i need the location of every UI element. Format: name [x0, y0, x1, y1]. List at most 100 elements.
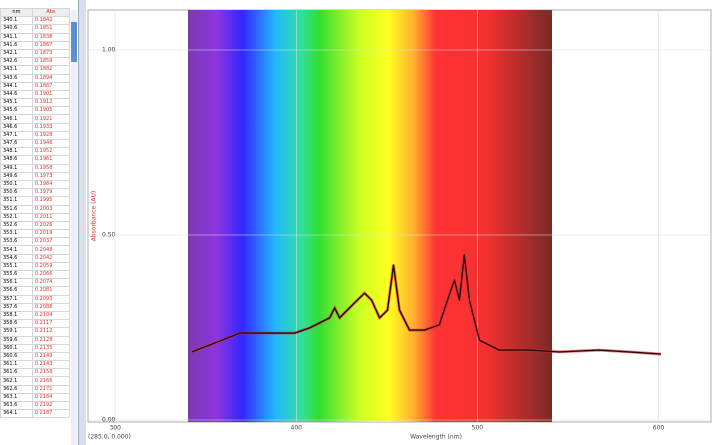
- column-header[interactable]: Abs: [31, 7, 71, 18]
- table-row[interactable]: 364.1 0.2187: [0, 409, 71, 419]
- wavelength-cell: 359.1: [0, 327, 33, 337]
- table-row[interactable]: 341.1 0.1838: [0, 32, 71, 42]
- wavelength-cell: 342.6: [0, 57, 33, 67]
- series-line: [191, 254, 662, 355]
- table-row[interactable]: 348.6 0.1961: [0, 155, 71, 165]
- value-cell: 0.1912: [31, 98, 71, 108]
- table-row[interactable]: 340.1 0.1842: [0, 16, 71, 26]
- table-row[interactable]: 344.6 0.1901: [0, 89, 71, 100]
- table-row[interactable]: 350.6 0.1979: [0, 188, 71, 198]
- value-cell: 0.2019: [31, 229, 71, 239]
- table-row[interactable]: 358.1 0.2104: [0, 310, 71, 321]
- table-row[interactable]: 355.6 0.2066: [0, 269, 71, 280]
- table-row[interactable]: 345.1 0.1912: [0, 98, 71, 108]
- table-row[interactable]: 360.1 0.2135: [0, 343, 71, 353]
- x-tick-label: 500: [472, 425, 484, 432]
- table-row[interactable]: 357.1 0.2093: [0, 294, 71, 304]
- table-row[interactable]: 352.1 0.2011: [0, 212, 71, 222]
- table-row[interactable]: 345.6 0.1905: [0, 106, 71, 116]
- table-row[interactable]: 356.1 0.2074: [0, 278, 71, 288]
- wavelength-cell: 348.6: [0, 155, 33, 165]
- scrollbar[interactable]: [71, 10, 77, 445]
- table-row[interactable]: 350.1 0.1984: [0, 179, 71, 190]
- chart: Wavelength (nm) Absorbance (AU) (285.0, …: [87, 9, 712, 441]
- wavelength-cell: 348.1: [0, 147, 33, 157]
- x-tick-label: 300: [109, 425, 121, 432]
- table-row[interactable]: 347.1 0.1928: [0, 130, 71, 141]
- table-row[interactable]: 356.6 0.2081: [0, 286, 71, 296]
- wavelength-cell: 344.1: [0, 81, 33, 91]
- value-cell: 0.2166: [31, 376, 71, 386]
- value-cell: 0.2066: [31, 269, 71, 280]
- spectrum-band: [188, 10, 552, 422]
- value-cell: 0.2011: [31, 212, 71, 222]
- table-row[interactable]: 363.6 0.2192: [0, 400, 71, 411]
- value-cell: 0.2042: [31, 253, 71, 263]
- table-row[interactable]: 357.6 0.2088: [0, 302, 71, 312]
- table-row[interactable]: 362.1 0.2166: [0, 376, 71, 386]
- column-header[interactable]: nm: [0, 7, 33, 18]
- table-row[interactable]: 358.6 0.2117: [0, 319, 71, 329]
- table-row[interactable]: 343.1 0.1882: [0, 65, 71, 75]
- value-cell: 0.1921: [31, 114, 71, 124]
- table-row[interactable]: 344.1 0.1887: [0, 81, 71, 91]
- table-row[interactable]: 342.1 0.1873: [0, 48, 71, 59]
- table-row[interactable]: 351.6 0.2003: [0, 204, 71, 214]
- value-cell: 0.2003: [31, 204, 71, 214]
- table-row[interactable]: 342.6 0.1859: [0, 57, 71, 67]
- table-row[interactable]: 341.6 0.1867: [0, 40, 71, 50]
- table-row[interactable]: 351.1 0.1995: [0, 196, 71, 206]
- value-cell: 0.2158: [31, 368, 71, 378]
- table-row[interactable]: 361.1 0.2143: [0, 360, 71, 370]
- x-tick-label: 600: [653, 425, 665, 432]
- value-cell: 0.2143: [31, 360, 71, 370]
- table-row[interactable]: 363.1 0.2184: [0, 392, 71, 403]
- value-cell: 0.1838: [31, 32, 71, 42]
- value-cell: 0.1933: [31, 122, 71, 132]
- table-row[interactable]: 348.1 0.1952: [0, 147, 71, 157]
- value-cell: 0.1842: [31, 16, 71, 26]
- table-row[interactable]: 359.1 0.2112: [0, 327, 71, 337]
- wavelength-cell: 354.1: [0, 245, 33, 255]
- value-cell: 0.1882: [31, 65, 71, 75]
- scroll-thumb[interactable]: [71, 22, 77, 62]
- wavelength-cell: 357.1: [0, 294, 33, 304]
- value-cell: 0.1901: [31, 89, 71, 100]
- table-row[interactable]: 352.6 0.2026: [0, 220, 71, 231]
- wavelength-cell: 358.6: [0, 319, 33, 329]
- table-row[interactable]: 354.1 0.2048: [0, 245, 71, 255]
- wavelength-cell: 346.1: [0, 114, 33, 124]
- table-row[interactable]: 360.6 0.2149: [0, 351, 71, 362]
- table-row[interactable]: 361.6 0.2158: [0, 368, 71, 378]
- wavelength-cell: 342.1: [0, 48, 33, 59]
- table-row[interactable]: 346.6 0.1933: [0, 122, 71, 132]
- value-cell: 0.2117: [31, 319, 71, 329]
- table-row[interactable]: 354.6 0.2042: [0, 253, 71, 263]
- table-row[interactable]: 353.1 0.2019: [0, 229, 71, 239]
- table-row[interactable]: 343.6 0.1894: [0, 73, 71, 83]
- value-cell: 0.1867: [31, 40, 71, 50]
- wavelength-cell: 350.6: [0, 188, 33, 198]
- value-cell: 0.1973: [31, 171, 71, 181]
- table-row[interactable]: 347.6 0.1946: [0, 138, 71, 149]
- table-row[interactable]: 349.6 0.1973: [0, 171, 71, 181]
- wavelength-cell: 347.6: [0, 138, 33, 149]
- table-row[interactable]: 346.1 0.1921: [0, 114, 71, 124]
- table-row[interactable]: 340.6 0.1851: [0, 24, 71, 34]
- wavelength-cell: 363.6: [0, 400, 33, 411]
- table-row[interactable]: 349.1 0.1958: [0, 163, 71, 173]
- wavelength-cell: 352.1: [0, 212, 33, 222]
- wavelength-cell: 343.6: [0, 73, 33, 83]
- data-table: nm Abs 340.1 0.1842 340.6 0.1851 341.1 0.1838…: [0, 7, 71, 419]
- table-row[interactable]: 355.1 0.2059: [0, 261, 71, 272]
- table-row[interactable]: 362.6 0.2171: [0, 384, 71, 394]
- table-row[interactable]: 359.6 0.2128: [0, 335, 71, 345]
- wavelength-cell: 360.6: [0, 351, 33, 362]
- splitter[interactable]: [79, 0, 86, 445]
- wavelength-cell: 351.6: [0, 204, 33, 214]
- table-row[interactable]: 353.6 0.2037: [0, 237, 71, 247]
- wavelength-cell: 352.6: [0, 220, 33, 231]
- wavelength-cell: 349.6: [0, 171, 33, 181]
- value-cell: 0.2184: [31, 392, 71, 403]
- wavelength-cell: 354.6: [0, 253, 33, 263]
